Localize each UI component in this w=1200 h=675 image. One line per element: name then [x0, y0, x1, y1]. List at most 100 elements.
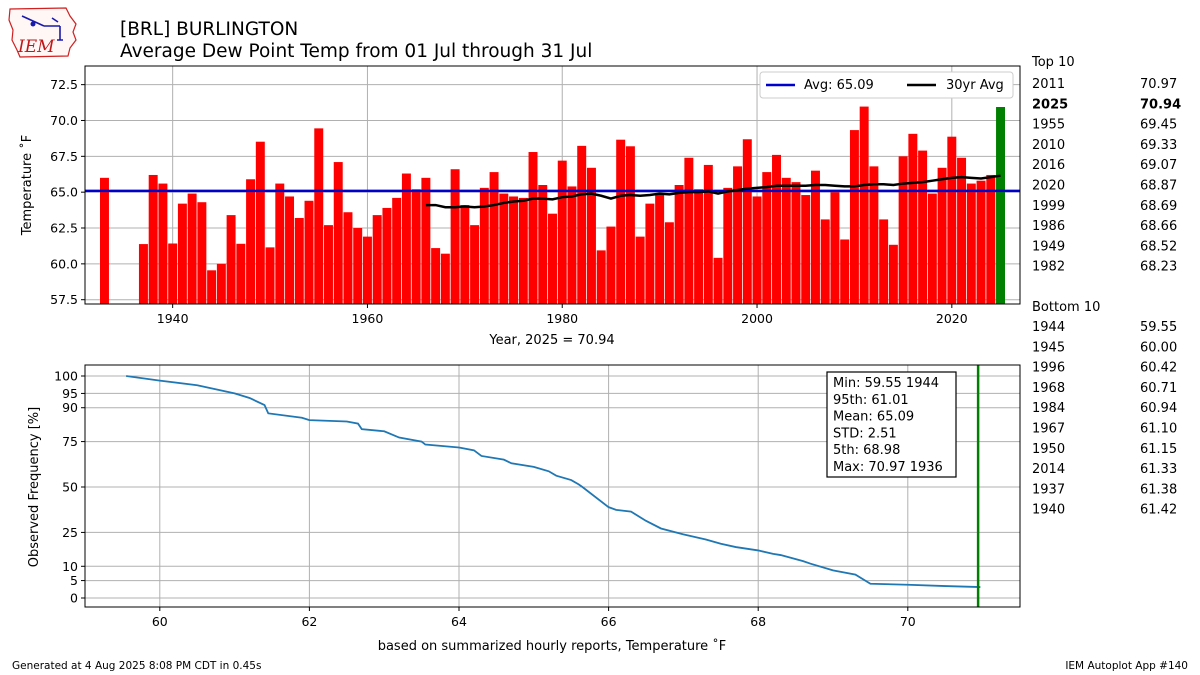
top10-item-value: 68.23 [1140, 260, 1177, 275]
bar-1937 [138, 244, 148, 304]
bottom10-item-year: 1967 [1032, 422, 1065, 437]
stats-line: Min: 59.55 1944 [833, 376, 939, 391]
bar-1976 [518, 197, 528, 304]
bar-1984 [596, 250, 606, 304]
bar-1961 [372, 215, 382, 304]
bar-1946 [226, 215, 236, 304]
bar-1986 [616, 139, 626, 304]
bar-2005 [801, 195, 811, 304]
top-x-tick-label: 2020 [936, 311, 968, 326]
bottom-y-tick-label: 10 [62, 559, 78, 574]
bar-1965 [411, 189, 421, 304]
bottom10-item-value: 60.42 [1140, 361, 1177, 376]
bottom10-item-year: 1968 [1032, 381, 1065, 396]
bottom10-item-year: 1984 [1032, 401, 1065, 416]
bar-1958 [343, 212, 353, 304]
iowa-outline-icon [8, 7, 77, 58]
bar-1950 [265, 247, 275, 304]
bottom-y-tick-label: 25 [62, 525, 78, 540]
bar-2011 [859, 106, 869, 304]
bar-1992 [674, 185, 684, 304]
rankings-panel: Top 10 2011 70.97 2025 70.94 1955 69.45 2010 69… [1031, 55, 1181, 518]
top10-item-year: 1999 [1032, 199, 1065, 214]
bar-2002 [772, 154, 781, 304]
bar-2016 [908, 133, 918, 304]
top-y-tick-label: 70.0 [50, 113, 78, 128]
bottom-x-tick-label: 70 [900, 614, 916, 629]
bottom10-item-value: 60.71 [1140, 381, 1177, 396]
bottom10-item-value: 61.38 [1140, 482, 1177, 497]
bar-1969 [450, 169, 460, 304]
bottom-x-tick-label: 64 [451, 614, 467, 629]
bar-2015 [898, 156, 908, 304]
bar-1943 [197, 202, 207, 304]
bar-1956 [324, 225, 333, 304]
bar-1977 [528, 152, 538, 304]
bar-2021 [957, 157, 967, 304]
bar-2013 [879, 219, 889, 304]
bar-1933 [99, 177, 109, 304]
bar-1996 [713, 257, 723, 304]
bar-1983 [586, 167, 596, 304]
bar-1974 [499, 193, 509, 304]
bar-1985 [606, 226, 616, 304]
top-x-axis-label: Year, 2025 = 70.94 [488, 333, 614, 348]
stats-box-frame [826, 371, 957, 478]
top10-item-year: 1955 [1032, 118, 1065, 133]
logo-text: IEM [17, 37, 55, 57]
bar-1941 [177, 203, 187, 304]
bottom-x-tick-label: 68 [750, 614, 766, 629]
bottom10-item-value: 61.15 [1140, 442, 1177, 457]
bottom10-title: Bottom 10 [1032, 300, 1100, 315]
stats-line: Max: 70.97 1936 [833, 460, 943, 475]
top-y-tick-label: 65.0 [50, 185, 78, 200]
legend-avg-label: Avg: 65.09 [804, 78, 874, 93]
top-y-tick-label: 72.5 [50, 77, 78, 92]
top-bars [99, 106, 1006, 304]
bar-1994 [694, 189, 704, 304]
top-y-tick-label: 67.5 [50, 149, 78, 164]
top-x-tick-label: 1960 [352, 311, 384, 326]
top-bar-chart: 1940 1960 1980 2000 2020 57.5 60.0 62.5 65.0 67.… [19, 65, 1021, 348]
bar-1951 [275, 183, 285, 304]
bottom-plot-frame [84, 364, 1021, 608]
bottom-y-tick-label: 100 [54, 369, 78, 384]
bar-1991 [664, 222, 674, 304]
wind-vane-icon [21, 15, 63, 41]
bar-2023 [976, 180, 986, 304]
top10-item-year: 2016 [1032, 158, 1065, 173]
bottom10-item-year: 2014 [1032, 462, 1065, 477]
bar-2019 [937, 167, 947, 304]
top-y-tick-label: 60.0 [50, 256, 78, 271]
bar-1999 [742, 139, 752, 304]
bottom-x-axis-label: based on summarized hourly reports, Temp… [378, 638, 727, 654]
bottom-y-tick-label: 90 [62, 400, 78, 415]
bottom10-item-value: 61.10 [1140, 422, 1177, 437]
top10-item-year: 2010 [1032, 138, 1065, 153]
bar-2000 [752, 196, 762, 304]
bar-1948 [246, 179, 256, 304]
top10-title: Top 10 [1031, 55, 1075, 70]
bar-2004 [791, 182, 801, 304]
stats-box: Min: 59.55 1944 95th: 61.01 Mean: 65.09STD… [826, 371, 957, 478]
bar-1954 [304, 200, 314, 304]
bar-1995 [703, 164, 713, 304]
bar-2003 [781, 177, 791, 304]
top-y-tick-label: 62.5 [50, 221, 78, 236]
bar-1962 [382, 207, 392, 304]
top10-item-value: 68.87 [1140, 179, 1177, 194]
stats-line: STD: 2.51 [833, 426, 897, 441]
bar-2014 [888, 244, 898, 304]
bar-1953 [294, 217, 304, 304]
top-y-axis-label: Temperature ˚F [19, 135, 35, 236]
top10-item-value: 69.07 [1140, 158, 1177, 173]
bar-1993 [684, 157, 694, 304]
bar-1975 [509, 196, 519, 304]
bottom10-item-year: 1937 [1032, 482, 1065, 497]
bottom-y-tick-label: 0 [70, 591, 78, 606]
bar-2006 [810, 170, 820, 304]
bar-2018 [927, 193, 937, 304]
